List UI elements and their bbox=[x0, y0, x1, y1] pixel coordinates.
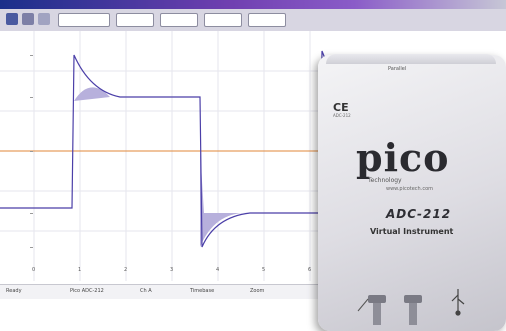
pico-tagline: Technology bbox=[368, 177, 402, 184]
x-tick-label: 6 bbox=[308, 267, 312, 273]
x-tick-label: 2 bbox=[124, 267, 128, 273]
x-tick-label: 5 bbox=[262, 267, 266, 273]
timebase-select[interactable] bbox=[58, 13, 110, 27]
status-ready: Ready bbox=[6, 288, 22, 294]
pico-url: www.picotech.com bbox=[386, 186, 433, 192]
toolbar-icon-open[interactable] bbox=[6, 13, 18, 25]
device-model: ADC-212 bbox=[386, 207, 452, 221]
trigger-select[interactable] bbox=[204, 13, 242, 27]
x-tick-label: 1 bbox=[78, 267, 82, 273]
toolbar-icon-print[interactable] bbox=[38, 13, 50, 25]
pico-adc212-device: Parallel CE ADC-212 pico Technology www.… bbox=[318, 54, 506, 331]
pico-logo: pico bbox=[356, 135, 450, 180]
status-zoom: Zoom bbox=[250, 288, 265, 294]
ce-mark: CE bbox=[333, 101, 349, 114]
overshoot-fill-fall bbox=[200, 149, 250, 247]
title-bar bbox=[0, 0, 506, 9]
range-select[interactable] bbox=[116, 13, 154, 27]
status-channel: Ch A bbox=[140, 288, 152, 294]
device-port-label: Parallel bbox=[388, 66, 407, 72]
y-tick bbox=[30, 55, 33, 56]
status-device: Pico ADC-212 bbox=[70, 288, 104, 294]
y-tick bbox=[30, 151, 33, 152]
y-tick bbox=[30, 213, 33, 214]
device-body bbox=[318, 55, 506, 331]
y-axis bbox=[30, 55, 33, 248]
x-tick-label: 0 bbox=[32, 267, 36, 273]
bnc-connector-icon bbox=[404, 295, 422, 325]
ce-sub-label: ADC-212 bbox=[333, 113, 351, 118]
overshoot-fill-rise-1 bbox=[74, 55, 110, 101]
usb-icon bbox=[451, 289, 465, 316]
mode-select[interactable] bbox=[248, 13, 286, 27]
x-tick-label: 4 bbox=[216, 267, 220, 273]
bnc-connector-icon bbox=[357, 295, 386, 325]
y-tick bbox=[30, 247, 33, 248]
device-top-edge bbox=[326, 54, 496, 64]
y-tick bbox=[30, 97, 33, 98]
status-timebase: Timebase bbox=[190, 288, 215, 294]
device-description: Virtual Instrument bbox=[370, 227, 454, 236]
x-tick-label: 3 bbox=[170, 267, 174, 273]
toolbar-icon-save[interactable] bbox=[22, 13, 34, 25]
channel-select[interactable] bbox=[160, 13, 198, 27]
device-connectors bbox=[357, 289, 465, 325]
toolbar bbox=[0, 9, 506, 32]
